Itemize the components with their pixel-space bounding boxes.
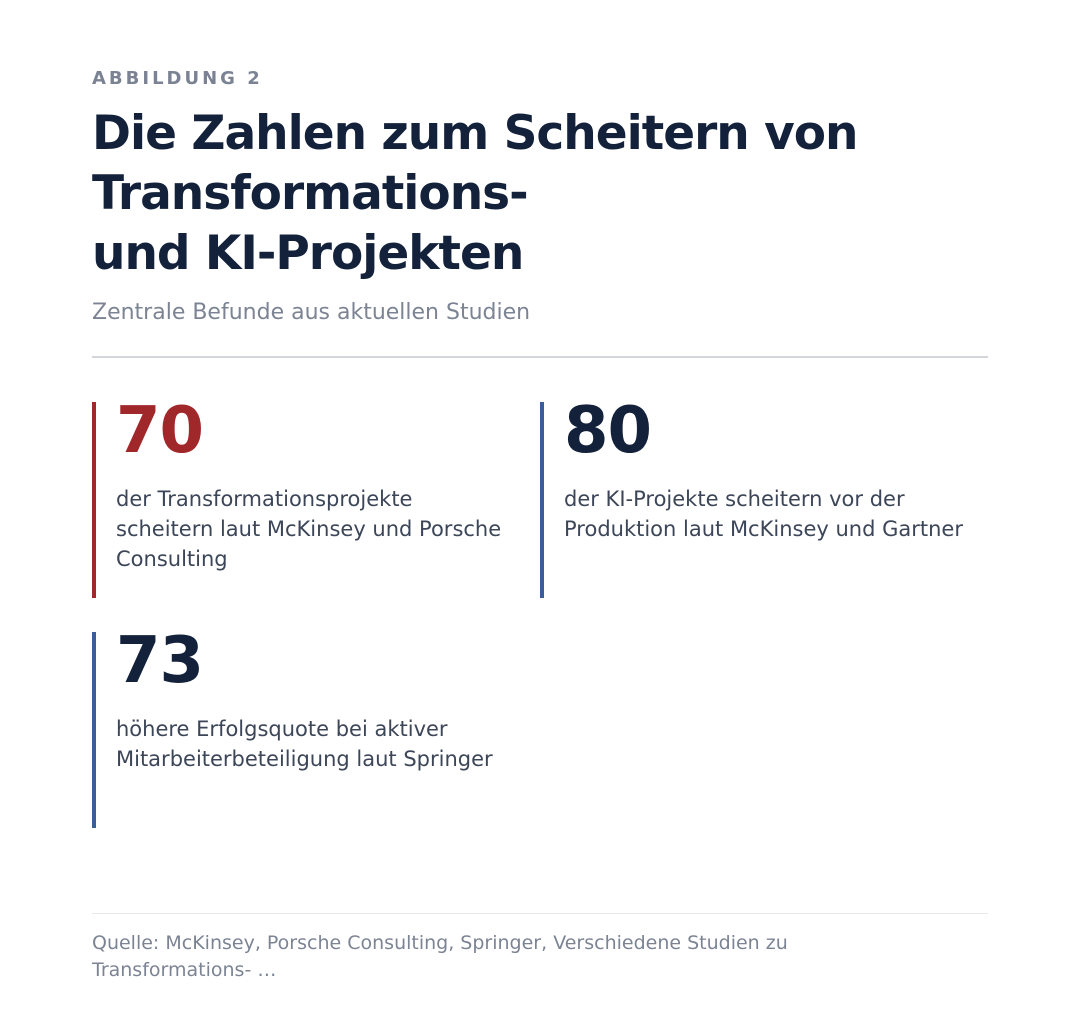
stat-value: 80 <box>564 394 652 468</box>
figure-label: ABBILDUNG 2 <box>92 68 263 89</box>
stat-card-employee-participation: 73 höhere Erfolgsquote bei aktiver Mitar… <box>92 624 512 828</box>
stat-value: 73 <box>116 624 204 698</box>
stat-card-ki-projects: 80 der KI-Projekte scheitern vor der Pro… <box>540 394 963 598</box>
figure-title-line: und KI-Projekten <box>92 226 524 281</box>
figure-title-line: Die Zahlen zum Scheitern von <box>92 106 858 161</box>
footer-divider <box>92 913 988 914</box>
stat-card-transformation: 70 der Transformationsprojekte scheitern… <box>92 394 512 598</box>
header-divider <box>92 356 988 358</box>
figure-title: Die Zahlen zum Scheitern von Transformat… <box>92 104 972 284</box>
figure-subtitle: Zentrale Befunde aus aktuellen Studien <box>92 300 531 325</box>
stat-description: der Transformationsprojekte scheitern la… <box>116 487 502 571</box>
figure-title-line: Transformations- <box>92 166 529 221</box>
stat-value: 70 <box>116 394 204 468</box>
stat-description: höhere Erfolgsquote bei aktiver Mitarbei… <box>116 717 493 771</box>
source-note: Quelle: McKinsey, Porsche Consulting, Sp… <box>92 932 788 981</box>
stat-description: der KI-Projekte scheitern vor der Produk… <box>564 487 963 541</box>
